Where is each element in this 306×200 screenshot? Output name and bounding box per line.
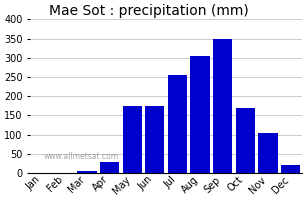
Bar <box>190 56 210 173</box>
Bar <box>77 171 97 173</box>
Text: www.allmetsat.com: www.allmetsat.com <box>44 152 119 161</box>
Bar <box>123 106 142 173</box>
Bar <box>281 165 300 173</box>
Bar <box>168 75 187 173</box>
Bar <box>236 108 255 173</box>
Bar <box>100 162 119 173</box>
Bar <box>213 39 232 173</box>
Bar <box>258 133 278 173</box>
Text: Mae Sot : precipitation (mm): Mae Sot : precipitation (mm) <box>50 4 249 18</box>
Bar <box>145 106 164 173</box>
